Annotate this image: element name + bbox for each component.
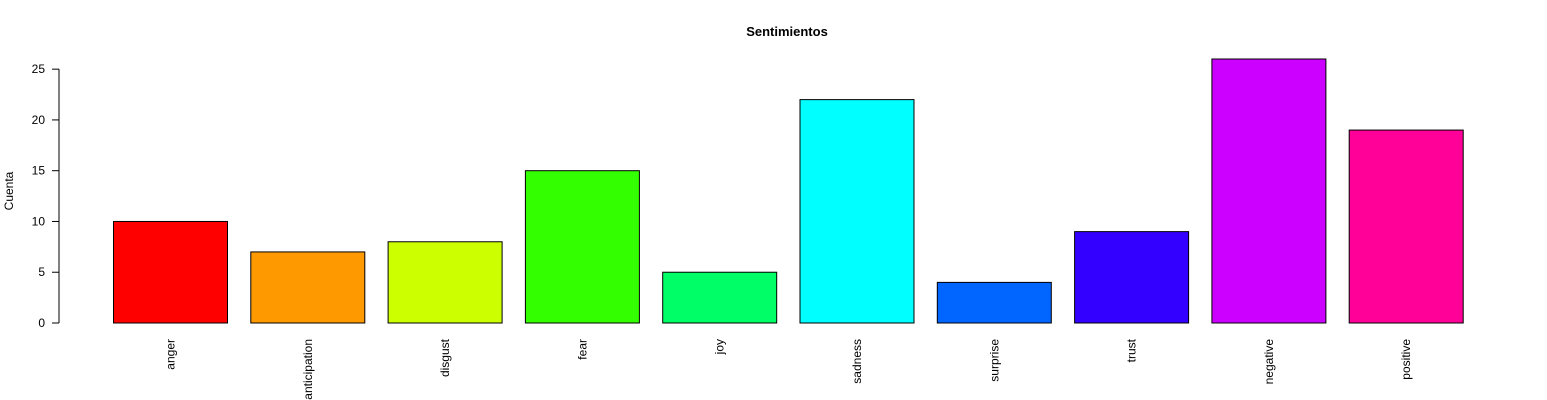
y-tick-label: 15 (32, 164, 46, 178)
x-tick-label: positive (1399, 339, 1413, 380)
bar-fear (524, 170, 640, 324)
x-tick-label: negative (1262, 339, 1276, 385)
bars (113, 58, 1464, 324)
x-tick-label: disgust (438, 338, 452, 377)
x-tick-label: joy (713, 339, 727, 355)
x-tick-label: sadness (850, 339, 864, 384)
x-tick-label: trust (1125, 338, 1139, 362)
bar-positive (1348, 129, 1464, 324)
y-tick-label: 20 (32, 113, 46, 127)
bar-joy (662, 271, 778, 324)
y-tick-label: 25 (32, 62, 46, 76)
bar-anticipation (250, 251, 366, 324)
chart-title: Sentimientos (746, 24, 828, 39)
bar-anger (113, 220, 228, 324)
x-tick-label: anticipation (301, 339, 315, 400)
bar-sadness (799, 99, 915, 324)
bar-disgust (387, 241, 503, 324)
x-tick-label: anger (164, 339, 178, 370)
x-tick-label: surprise (987, 339, 1001, 382)
y-axis: 0 5 10 15 20 25 (32, 62, 60, 330)
y-tick-label: 10 (32, 214, 46, 228)
bar-surprise (936, 281, 1052, 324)
y-axis-label: Cuenta (2, 171, 16, 210)
x-axis-labels: anger anticipation disgust fear joy sadness su… (164, 338, 1414, 399)
bar-trust (1074, 231, 1190, 324)
y-tick-label: 5 (38, 265, 45, 279)
bar-negative (1211, 58, 1327, 324)
y-tick-label: 0 (38, 316, 45, 330)
x-tick-label: fear (575, 339, 589, 360)
